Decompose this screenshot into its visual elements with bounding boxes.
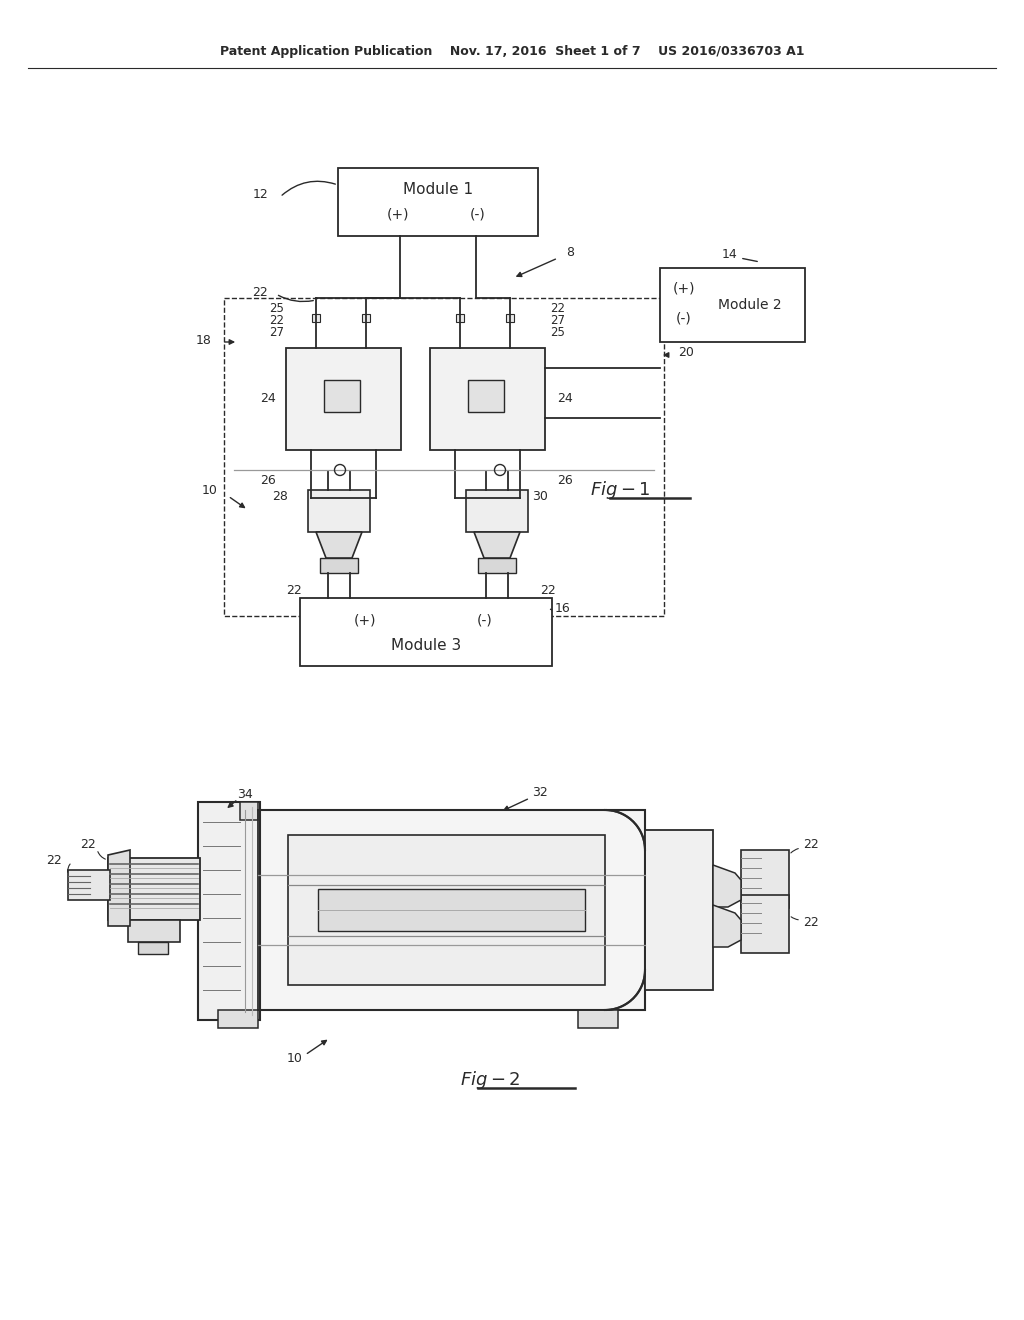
Bar (318, 888, 585, 931)
Text: 22: 22 (803, 916, 819, 928)
Text: 22: 22 (269, 314, 284, 326)
Text: Patent Application Publication    Nov. 17, 2016  Sheet 1 of 7    US 2016/0336703: Patent Application Publication Nov. 17, … (220, 45, 804, 58)
Bar (286, 348, 401, 450)
Bar (300, 598, 552, 667)
Text: 22: 22 (80, 838, 96, 851)
Text: Module 1: Module 1 (402, 182, 473, 198)
Bar (660, 268, 805, 342)
Text: 28: 28 (272, 491, 288, 503)
Text: 25: 25 (550, 326, 565, 339)
Text: (-): (-) (676, 312, 692, 325)
Text: (-): (-) (470, 207, 485, 220)
Text: 24: 24 (557, 392, 572, 404)
Text: 26: 26 (260, 474, 276, 487)
Bar (645, 830, 713, 990)
Bar (741, 850, 790, 908)
Text: 22: 22 (550, 301, 565, 314)
Text: 22: 22 (46, 854, 62, 866)
Bar (240, 803, 258, 820)
Text: (+): (+) (387, 207, 410, 220)
Bar (68, 870, 110, 900)
Text: 22: 22 (540, 583, 556, 597)
Bar (338, 168, 538, 236)
Bar (288, 836, 605, 985)
Polygon shape (713, 906, 741, 946)
Bar (224, 298, 664, 616)
Text: (+): (+) (353, 612, 376, 627)
Polygon shape (713, 865, 741, 907)
Text: 25: 25 (269, 301, 284, 314)
Text: 14: 14 (722, 248, 738, 261)
Text: 22: 22 (803, 838, 819, 851)
Text: 22: 22 (252, 285, 268, 298)
Bar (456, 314, 464, 322)
Bar (324, 380, 360, 412)
Text: 18: 18 (197, 334, 212, 346)
Text: Module 3: Module 3 (391, 639, 461, 653)
Text: 12: 12 (252, 189, 268, 202)
Text: 24: 24 (260, 392, 276, 404)
Text: 34: 34 (238, 788, 253, 800)
Polygon shape (108, 850, 130, 927)
Polygon shape (474, 532, 520, 558)
Bar (128, 920, 180, 942)
Text: 8: 8 (566, 247, 574, 260)
Bar (478, 558, 516, 573)
Text: 16: 16 (555, 602, 570, 615)
Text: 10: 10 (202, 483, 218, 496)
Text: 30: 30 (532, 491, 548, 503)
Bar (362, 314, 370, 322)
Text: (-): (-) (477, 612, 493, 627)
Bar (138, 942, 168, 954)
Bar (218, 1010, 258, 1028)
Text: 20: 20 (678, 346, 694, 359)
Text: 27: 27 (550, 314, 565, 326)
Bar (468, 380, 504, 412)
Bar (506, 314, 514, 322)
Bar (578, 1010, 618, 1028)
Text: 32: 32 (532, 787, 548, 800)
Bar (466, 490, 528, 532)
Text: Module 2: Module 2 (718, 298, 781, 312)
Bar (198, 803, 260, 1020)
Bar (108, 858, 200, 920)
Bar (430, 348, 545, 450)
Text: 22: 22 (287, 583, 302, 597)
Bar (312, 314, 319, 322)
Text: $\mathit{Fig}-1$: $\mathit{Fig}-1$ (590, 479, 650, 502)
Bar (258, 810, 645, 1010)
Polygon shape (316, 532, 362, 558)
Text: $\mathit{Fig}-2$: $\mathit{Fig}-2$ (460, 1069, 520, 1092)
Text: 10: 10 (287, 1052, 303, 1064)
Text: 26: 26 (557, 474, 572, 487)
Text: 27: 27 (269, 326, 284, 339)
Text: (+): (+) (673, 281, 695, 294)
Bar (308, 490, 370, 532)
Bar (319, 558, 358, 573)
Bar (741, 895, 790, 953)
